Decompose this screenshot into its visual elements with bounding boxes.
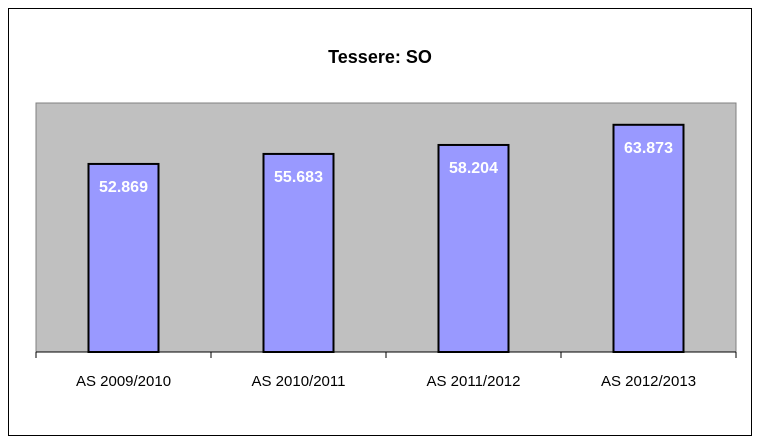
data-label: 52.869: [99, 179, 148, 196]
bar: [87, 162, 160, 353]
x-tick-label: AS 2009/2010: [76, 373, 171, 390]
data-label: 58.204: [449, 160, 498, 177]
chart-title: Tessere: SO: [328, 47, 432, 67]
x-tick-label: AS 2012/2013: [601, 373, 696, 390]
x-tick-label: AS 2010/2011: [252, 373, 346, 390]
bar: [612, 123, 685, 353]
bar: [262, 152, 335, 353]
bar: [437, 143, 510, 353]
x-tick-label: AS 2011/2012: [427, 373, 521, 390]
data-label: 55.683: [274, 169, 323, 186]
data-label: 63.873: [624, 140, 673, 157]
